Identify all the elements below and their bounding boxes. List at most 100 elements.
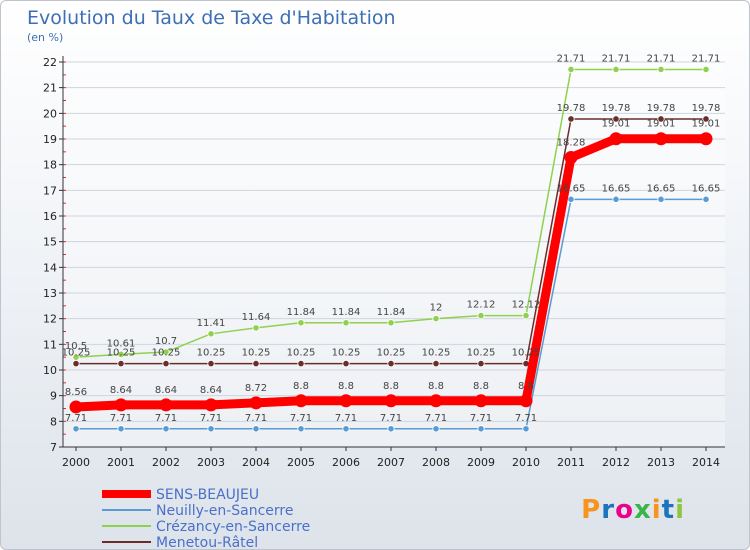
data-label: 10.61 <box>107 338 136 349</box>
data-label: 19.78 <box>647 103 676 114</box>
y-tick-label: 16 <box>43 210 57 223</box>
x-tick-label: 2002 <box>152 456 180 469</box>
data-label: 8.8 <box>518 381 534 392</box>
y-tick-label: 17 <box>43 184 57 197</box>
legend-label: Neuilly-en-Sancerre <box>156 503 293 519</box>
data-point <box>117 350 125 358</box>
data-point <box>654 132 668 146</box>
data-point <box>117 425 125 433</box>
data-label: 7.71 <box>380 413 402 424</box>
data-point <box>342 319 350 327</box>
logo-letter: o <box>615 495 634 525</box>
y-tick-label: 10 <box>43 364 57 377</box>
x-tick-label: 2009 <box>467 456 495 469</box>
data-label: 8.8 <box>338 381 354 392</box>
data-label: 7.71 <box>110 413 132 424</box>
data-point <box>114 398 128 412</box>
data-label: 7.71 <box>245 413 267 424</box>
data-point <box>249 396 263 410</box>
data-label: 19.78 <box>602 103 631 114</box>
data-label: 11.64 <box>242 312 271 323</box>
data-label: 10.25 <box>287 348 316 359</box>
data-label: 10.25 <box>512 348 541 359</box>
y-tick-label: 19 <box>43 133 57 146</box>
x-tick-label: 2000 <box>62 456 90 469</box>
x-tick-label: 2003 <box>197 456 225 469</box>
data-point <box>339 394 353 408</box>
data-point <box>252 359 260 368</box>
data-label: 10.25 <box>377 348 406 359</box>
data-point <box>702 195 710 203</box>
data-label: 11.84 <box>377 307 406 318</box>
logo-letter: t <box>661 495 676 525</box>
data-point <box>252 324 260 332</box>
data-label: 21.71 <box>602 53 631 64</box>
legend-label: Menetou-Râtel <box>156 535 258 550</box>
data-label: 10.25 <box>62 348 91 359</box>
y-tick-label: 7 <box>50 441 57 454</box>
data-label: 11.84 <box>332 307 361 318</box>
data-point <box>204 398 218 412</box>
y-tick-label: 15 <box>43 236 57 249</box>
data-point <box>297 425 305 433</box>
data-label: 8.8 <box>428 381 444 392</box>
logo-letter: i <box>675 495 685 525</box>
data-label: 10.25 <box>467 348 496 359</box>
data-label: 12.12 <box>467 300 496 311</box>
data-label: 10.7 <box>155 336 177 347</box>
data-label: 10.25 <box>197 348 226 359</box>
data-point <box>432 359 440 368</box>
data-point <box>162 425 170 433</box>
data-point <box>477 425 485 433</box>
data-label: 19.01 <box>692 119 721 130</box>
data-label: 7.71 <box>155 413 177 424</box>
data-point <box>162 348 170 356</box>
data-label: 7.71 <box>290 413 312 424</box>
data-point <box>384 394 398 408</box>
proxiti-logo: Proxiti <box>581 495 685 525</box>
data-label: 21.71 <box>692 53 721 64</box>
data-point <box>207 359 215 368</box>
data-point <box>207 330 215 338</box>
data-label: 10.25 <box>152 348 181 359</box>
data-point <box>297 319 305 327</box>
data-label: 7.71 <box>200 413 222 424</box>
data-label: 8.8 <box>293 381 309 392</box>
data-label: 21.71 <box>557 53 586 64</box>
data-label: 16.65 <box>647 183 676 194</box>
data-point <box>432 315 440 323</box>
data-label: 19.78 <box>692 103 721 114</box>
data-label: 8.8 <box>383 381 399 392</box>
y-tick-label: 8 <box>50 415 57 428</box>
logo-letter: x <box>633 495 652 525</box>
data-point <box>294 394 308 408</box>
data-point <box>162 359 170 368</box>
legend-label: Crézancy-en-Sancerre <box>156 519 310 535</box>
data-point <box>252 425 260 433</box>
y-tick-label: 9 <box>50 390 57 403</box>
data-point <box>387 319 395 327</box>
y-tick-label: 14 <box>43 261 57 274</box>
data-label: 12.12 <box>512 300 541 311</box>
data-point <box>519 394 533 408</box>
data-point <box>387 359 395 368</box>
data-point <box>474 394 488 408</box>
data-label: 8.64 <box>200 385 222 396</box>
data-label: 7.71 <box>470 413 492 424</box>
data-point <box>117 359 125 368</box>
data-label: 16.65 <box>602 183 631 194</box>
chart-title: Evolution du Taux de Taxe d'Habitation <box>27 7 396 29</box>
data-point <box>567 65 575 74</box>
y-tick-label: 20 <box>43 107 57 120</box>
x-tick-label: 2010 <box>512 456 540 469</box>
data-point <box>207 425 215 433</box>
data-label: 7.71 <box>335 413 357 424</box>
data-label: 12 <box>430 303 443 314</box>
data-label: 19.01 <box>647 119 676 130</box>
data-point <box>297 359 305 368</box>
logo-letter: r <box>601 495 616 525</box>
data-label: 21.71 <box>647 53 676 64</box>
data-label: 10.25 <box>107 348 136 359</box>
data-point <box>477 311 485 320</box>
